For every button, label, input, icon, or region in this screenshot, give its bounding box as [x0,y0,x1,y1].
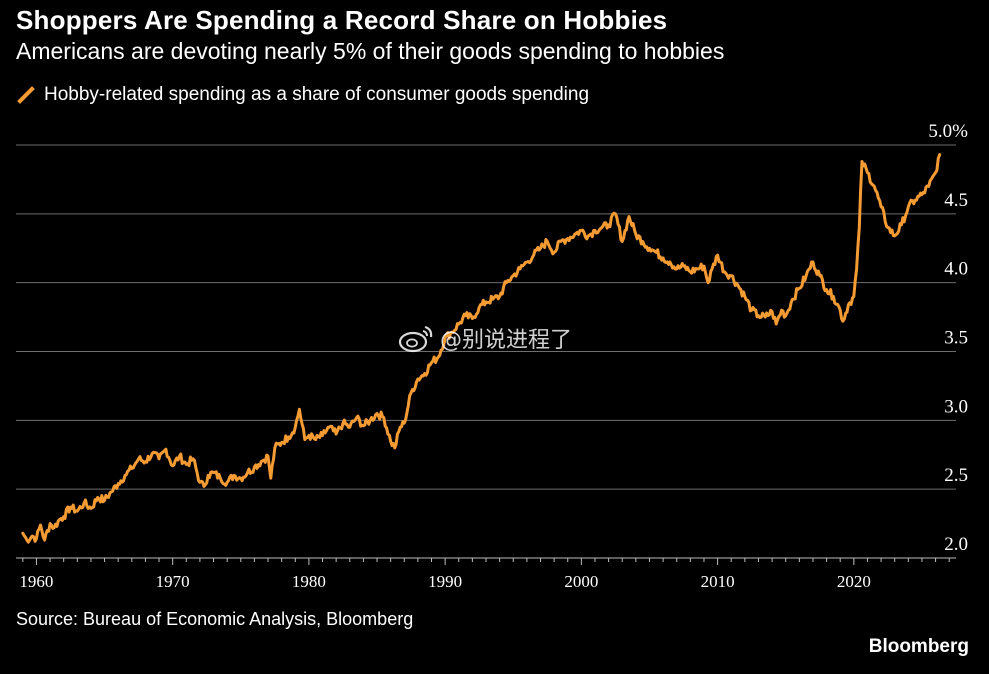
y-tick-label: 5.0% [928,121,968,142]
x-tick-label: 2020 [837,572,871,591]
y-tick-label: 3.5 [944,328,968,349]
watermark: @别说进程了 [398,322,572,354]
y-tick-label: 4.5 [944,190,968,211]
y-axis-labels: 2.0 2.5 3.0 3.5 4.0 4.5 5.0% [928,121,968,555]
x-tick-label: 1970 [156,572,190,591]
legend-label: Hobby-related spending as a share of con… [44,84,590,105]
bloomberg-brand: Bloomberg [868,636,969,657]
x-tick-label: 1990 [428,572,462,591]
y-tick-label: 4.0 [944,259,968,280]
legend: Hobby-related spending as a share of con… [16,84,589,106]
chart-subtitle: Americans are devoting nearly 5% of thei… [16,38,725,64]
x-tick-label: 1960 [19,572,53,591]
series-layer [21,153,942,544]
weibo-logo-icon [398,325,433,353]
y-tick-label: 3.0 [944,396,968,417]
chart-title: Shoppers Are Spending a Record Share on … [16,5,668,35]
y-tick-label: 2.5 [944,465,968,486]
x-tick-label: 1980 [292,572,326,591]
y-tick-label: 2.0 [944,534,968,555]
legend-swatch-icon [17,86,35,104]
grid [16,144,956,490]
source-note: Source: Bureau of Economic Analysis, Blo… [16,609,414,629]
x-tick-label: 2000 [564,572,598,591]
x-tick-label: 2010 [701,572,735,591]
x-axis: 1960 1970 1980 1990 2000 2010 2020 [16,557,956,591]
watermark-text: @别说进程了 [440,328,573,353]
series-line-hobby-share [21,153,942,544]
